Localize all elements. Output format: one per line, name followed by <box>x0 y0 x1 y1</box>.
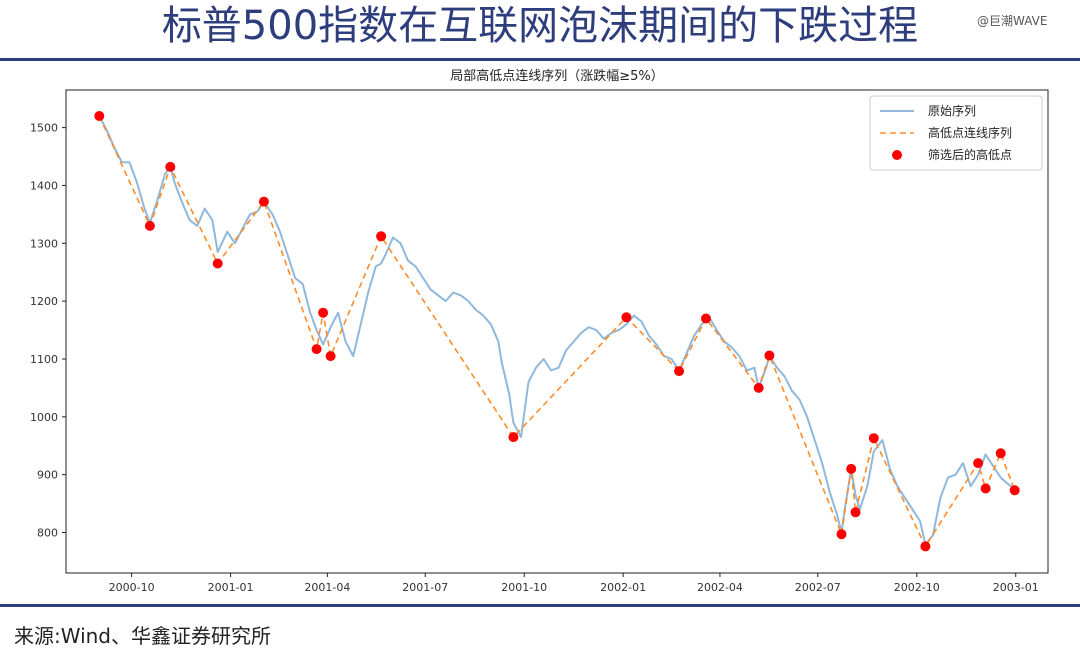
legend-label: 高低点连线序列 <box>928 125 1012 140</box>
page-title: 标普500指数在互联网泡沫期间的下跌过程 <box>161 3 919 49</box>
turning-point <box>212 258 223 269</box>
y-tick-label: 900 <box>37 469 58 482</box>
turning-point <box>701 313 711 324</box>
raw-series-line <box>98 115 1016 546</box>
source-note: 来源:Wind、华鑫证券研究所 <box>14 624 272 648</box>
series-layer <box>98 115 1016 549</box>
x-tick-label: 2002-04 <box>697 581 743 594</box>
turning-point <box>868 433 879 444</box>
turning-point <box>920 541 931 552</box>
legend-swatch-points <box>892 150 902 160</box>
legend-box <box>869 95 1043 171</box>
turning-point <box>836 529 847 540</box>
turning-point <box>753 382 764 393</box>
turning-point <box>325 351 336 362</box>
turning-point <box>621 312 632 323</box>
top-rule <box>0 58 1080 61</box>
turning-point <box>94 111 105 121</box>
turning-point <box>144 220 155 231</box>
x-tick-label: 2003-01 <box>993 581 1039 594</box>
legend-label: 筛选后的高低点 <box>928 147 1012 162</box>
x-tick-label: 2001-07 <box>402 581 448 594</box>
x-tick-label: 2002-10 <box>894 581 940 594</box>
plot-frame <box>65 89 1049 574</box>
chart: 局部高低点连线序列（涨跌幅≥5%） 800 900 1000 1100 1200 1300… <box>30 68 1049 594</box>
turning-point <box>311 344 322 355</box>
turning-point <box>980 483 991 494</box>
chart-title: 局部高低点连线序列（涨跌幅≥5%） <box>450 68 664 84</box>
points-layer <box>94 111 1020 552</box>
turning-point <box>846 463 857 474</box>
y-axis: 800 900 1000 1100 1200 1300 1400 1500 <box>30 122 66 540</box>
y-tick-label: 1400 <box>30 179 58 192</box>
x-tick-label: 2001-01 <box>208 581 254 594</box>
y-tick-label: 1300 <box>30 237 58 250</box>
x-tick-label: 2001-04 <box>304 581 350 594</box>
x-tick-label: 2002-07 <box>795 581 841 594</box>
x-axis: 2000-10 2001-01 2001-04 2001-07 2001-10 2002-… <box>109 573 1039 594</box>
turning-point <box>258 196 269 207</box>
x-tick-label: 2002-01 <box>600 581 646 594</box>
watermark: @巨潮WAVE <box>977 14 1048 28</box>
y-tick-label: 1000 <box>30 411 58 424</box>
turning-point <box>764 350 775 361</box>
turning-point <box>995 448 1006 459</box>
zigzag-series-line <box>98 115 1016 549</box>
bottom-rule <box>0 604 1080 607</box>
turning-point <box>318 307 329 318</box>
turning-point <box>973 458 984 469</box>
turning-point <box>376 231 387 242</box>
turning-point <box>850 507 861 518</box>
turning-point <box>165 161 176 172</box>
turning-point <box>674 366 685 377</box>
turning-point <box>1009 485 1020 496</box>
y-tick-label: 1200 <box>30 295 58 308</box>
legend-label: 原始序列 <box>928 103 976 118</box>
y-tick-label: 1500 <box>30 122 58 135</box>
y-tick-label: 800 <box>37 527 58 540</box>
turning-point <box>508 432 519 443</box>
y-tick-label: 1100 <box>30 353 58 366</box>
x-tick-label: 2000-10 <box>109 581 155 594</box>
x-tick-label: 2001-10 <box>501 581 547 594</box>
